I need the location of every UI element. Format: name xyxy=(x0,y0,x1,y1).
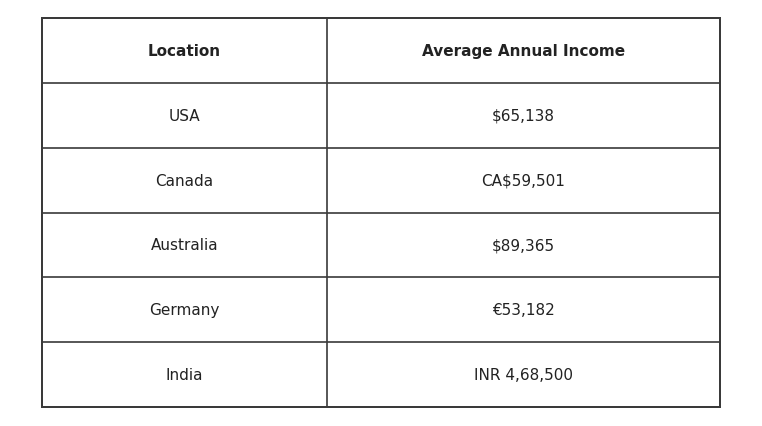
Bar xyxy=(42,342,327,407)
Bar xyxy=(327,342,720,407)
Text: €53,182: €53,182 xyxy=(492,302,555,317)
Bar xyxy=(327,84,720,148)
Bar xyxy=(42,84,327,148)
Text: USA: USA xyxy=(168,109,200,124)
Text: INR 4,68,500: INR 4,68,500 xyxy=(474,367,573,382)
Text: CA$59,501: CA$59,501 xyxy=(482,173,565,188)
Bar xyxy=(327,278,720,342)
Text: Australia: Australia xyxy=(151,238,218,253)
Bar xyxy=(327,213,720,278)
Bar xyxy=(42,19,327,84)
Bar xyxy=(42,213,327,278)
Bar xyxy=(327,148,720,213)
Bar xyxy=(42,148,327,213)
Text: Location: Location xyxy=(148,44,221,59)
Text: Germany: Germany xyxy=(149,302,219,317)
Bar xyxy=(327,19,720,84)
Text: Average Annual Income: Average Annual Income xyxy=(422,44,625,59)
Text: India: India xyxy=(165,367,203,382)
Bar xyxy=(42,19,720,407)
Text: Canada: Canada xyxy=(155,173,213,188)
Bar xyxy=(42,278,327,342)
Text: $65,138: $65,138 xyxy=(492,109,555,124)
Text: $89,365: $89,365 xyxy=(491,238,555,253)
